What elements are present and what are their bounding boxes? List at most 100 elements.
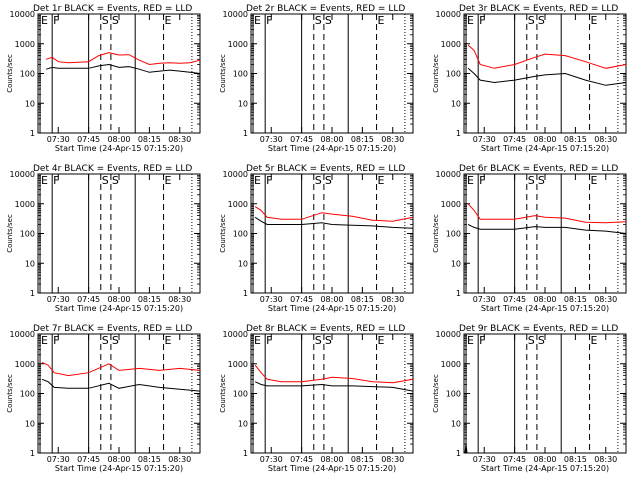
event-marker-label: E xyxy=(467,334,474,347)
y-tick-label: 1 xyxy=(243,129,248,138)
event-marker-label: E xyxy=(165,334,172,347)
x-tick-label: 07:45 xyxy=(290,135,313,144)
y-axis-label: Counts/sec xyxy=(6,214,14,253)
event-marker-label: E xyxy=(254,334,261,347)
y-tick-label: 10000 xyxy=(10,170,35,179)
x-tick-label: 08:15 xyxy=(138,455,161,464)
x-tick-label: 08:30 xyxy=(168,295,191,304)
panel-title: Det 2r BLACK = Events, RED = LLD xyxy=(246,4,405,14)
event-marker-label: E xyxy=(254,14,261,27)
detector-panel-2: Det 2r BLACK = Events, RED = LLD 1 10 100 10… xyxy=(219,4,414,153)
y-axis-label: Counts/sec xyxy=(219,374,227,413)
plot-frame xyxy=(250,173,414,294)
event-marker-label: E xyxy=(41,14,48,27)
y-tick-label: 1000 xyxy=(15,40,35,49)
event-marker-label: F xyxy=(479,334,485,347)
y-tick-label: 10000 xyxy=(10,330,35,339)
series-line-events xyxy=(254,216,414,229)
plot-frame xyxy=(463,333,627,454)
event-marker-label: E xyxy=(165,174,172,187)
event-marker-label: S xyxy=(112,334,119,347)
event-marker-label: F xyxy=(53,334,59,347)
x-tick-label: 07:30 xyxy=(260,135,283,144)
x-tick-label: 08:00 xyxy=(107,295,130,304)
x-tick-label: 07:30 xyxy=(260,295,283,304)
x-tick-label: 07:30 xyxy=(47,455,70,464)
y-axis-label: Counts/sec xyxy=(6,374,14,413)
y-tick-label: 10000 xyxy=(436,170,461,179)
event-marker-label: E xyxy=(467,14,474,27)
y-tick-label: 100 xyxy=(446,230,461,239)
x-tick-label: 08:15 xyxy=(351,455,374,464)
event-marker-label: E xyxy=(165,14,172,27)
y-tick-label: 1000 xyxy=(228,40,248,49)
event-marker-label: S xyxy=(102,174,109,187)
series-line-lld xyxy=(254,206,414,222)
event-marker-label: E xyxy=(591,334,598,347)
y-tick-label: 1 xyxy=(243,289,248,298)
event-marker-label: F xyxy=(479,174,485,187)
y-tick-label: 1 xyxy=(30,129,35,138)
x-axis-label: Start Time (24-Apr-15 07:15:20) xyxy=(55,304,183,313)
y-tick-label: 1000 xyxy=(228,200,248,209)
y-tick-label: 10 xyxy=(25,259,35,268)
x-tick-label: 08:00 xyxy=(533,455,556,464)
y-tick-label: 100 xyxy=(233,70,248,79)
event-marker-label: E xyxy=(254,174,261,187)
y-tick-label: 10 xyxy=(451,259,461,268)
y-tick-label: 10000 xyxy=(223,10,248,19)
x-tick-label: 07:45 xyxy=(77,455,100,464)
x-tick-label: 08:00 xyxy=(320,455,343,464)
event-marker-label: E xyxy=(41,334,48,347)
x-axis-label: Start Time (24-Apr-15 07:15:20) xyxy=(55,464,183,473)
x-tick-label: 07:45 xyxy=(77,135,100,144)
x-tick-label: 08:30 xyxy=(594,295,617,304)
x-tick-label: 08:30 xyxy=(168,135,191,144)
event-marker-label: F xyxy=(479,14,485,27)
event-marker-label: S xyxy=(315,14,322,27)
series-line-events xyxy=(41,378,201,392)
x-tick-label: 07:30 xyxy=(47,295,70,304)
x-tick-label: 08:15 xyxy=(564,455,587,464)
y-tick-label: 1000 xyxy=(15,200,35,209)
x-tick-label: 08:30 xyxy=(594,135,617,144)
y-tick-label: 10 xyxy=(25,99,35,108)
panel-title: Det 9r BLACK = Events, RED = LLD xyxy=(459,324,618,334)
x-axis-label: Start Time (24-Apr-15 07:15:20) xyxy=(481,464,609,473)
event-marker-label: E xyxy=(378,174,385,187)
detector-panel-5: Det 5r BLACK = Events, RED = LLD 1 10 100 10… xyxy=(219,164,414,313)
y-tick-label: 1 xyxy=(456,289,461,298)
panel-title: Det 6r BLACK = Events, RED = LLD xyxy=(459,164,618,174)
x-tick-label: 08:15 xyxy=(138,135,161,144)
plot-frame xyxy=(250,13,414,134)
series-line-events xyxy=(467,67,627,86)
y-axis-label: Counts/sec xyxy=(219,214,227,253)
x-tick-label: 07:45 xyxy=(77,295,100,304)
detector-panel-7: Det 7r BLACK = Events, RED = LLD 1 10 100 10… xyxy=(6,324,201,473)
panel-title: Det 8r BLACK = Events, RED = LLD xyxy=(246,324,405,334)
x-tick-label: 08:15 xyxy=(351,135,374,144)
plot-frame xyxy=(463,13,627,134)
event-marker-label: S xyxy=(315,334,322,347)
y-tick-label: 1000 xyxy=(441,200,461,209)
x-tick-label: 08:15 xyxy=(564,295,587,304)
x-tick-label: 08:00 xyxy=(533,295,556,304)
series-line-lld xyxy=(254,364,414,384)
y-tick-label: 10 xyxy=(451,419,461,428)
x-axis-label: Start Time (24-Apr-15 07:15:20) xyxy=(268,464,396,473)
plot-frame xyxy=(463,173,627,294)
event-marker-label: S xyxy=(538,174,545,187)
detector-panel-8: Det 8r BLACK = Events, RED = LLD 1 10 100 10… xyxy=(219,324,414,473)
x-tick-label: 08:00 xyxy=(320,295,343,304)
event-marker-label: F xyxy=(53,174,59,187)
x-tick-label: 08:30 xyxy=(381,135,404,144)
event-marker-label: S xyxy=(325,14,332,27)
event-marker-label: S xyxy=(102,334,109,347)
event-marker-label: S xyxy=(112,174,119,187)
y-axis-label: Counts/sec xyxy=(6,54,14,93)
event-marker-label: S xyxy=(538,14,545,27)
event-marker-label: S xyxy=(315,174,322,187)
y-tick-label: 100 xyxy=(20,70,35,79)
y-tick-label: 10 xyxy=(451,99,461,108)
y-tick-label: 100 xyxy=(20,230,35,239)
